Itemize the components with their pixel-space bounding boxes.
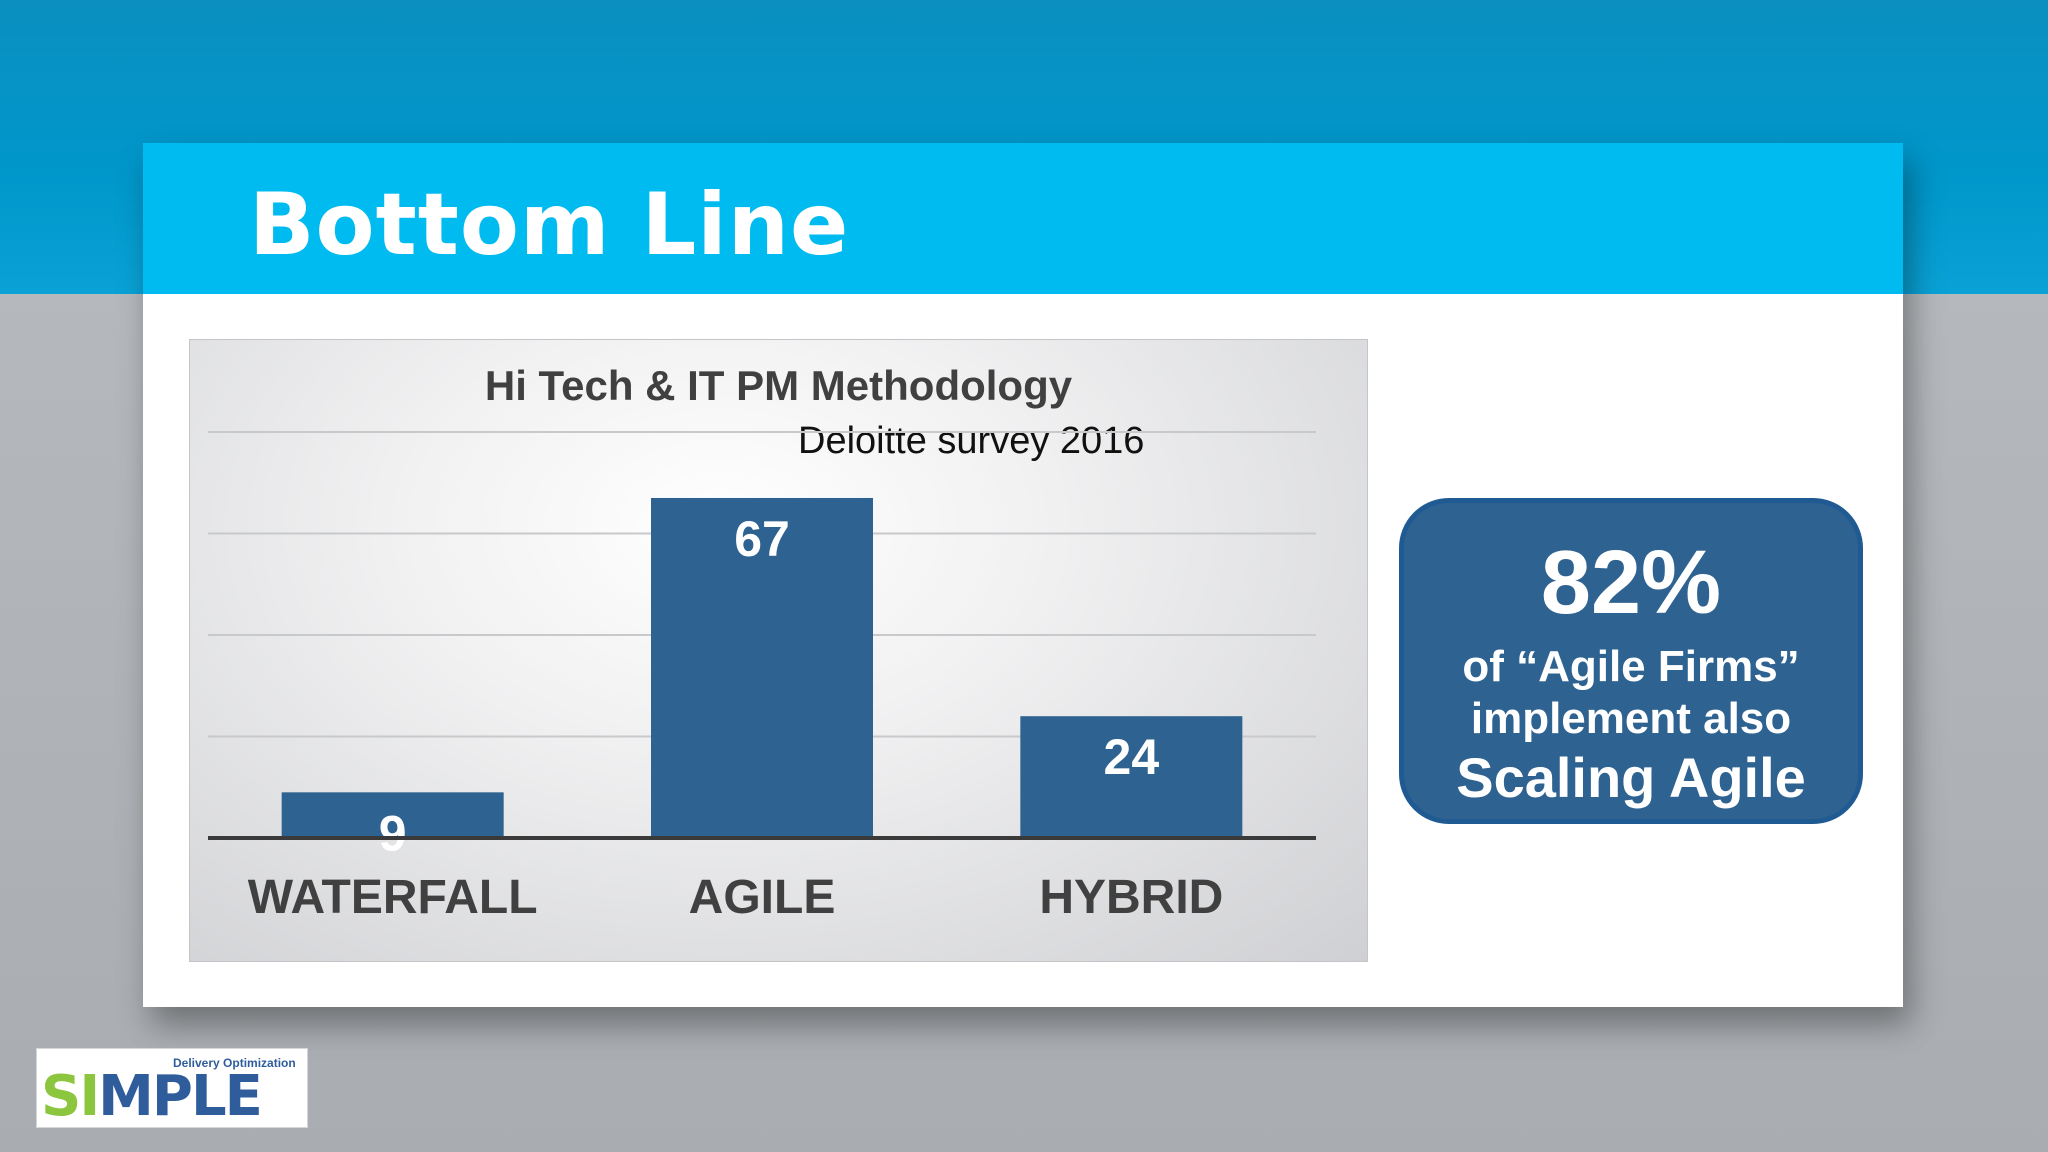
bar-data-label: 9 [379, 805, 407, 861]
slide-card: Bottom Line Hi Tech & IT PM Methodology … [143, 143, 1903, 1007]
category-tick-label: HYBRID [1039, 871, 1223, 924]
bar-data-label: 67 [734, 511, 790, 567]
callout-line-2: implement also [1470, 694, 1792, 743]
category-tick-label: WATERFALL [248, 871, 538, 924]
callout-line-3: Scaling Agile [1456, 746, 1806, 809]
chart-subtitle: Deloitte survey 2016 [798, 420, 1145, 462]
logo-word-prefix: SI [41, 1064, 100, 1129]
stat-callout: 82% of “Agile Firms” implement also Scal… [1399, 498, 1863, 824]
bar [281, 792, 504, 838]
logo-tagline: Delivery Optimization [173, 1056, 296, 1070]
logo-wordmark: SIMPLE [41, 1064, 263, 1129]
callout-line-1: of “Agile Firms” [1462, 642, 1800, 691]
bar-data-label: 24 [1104, 729, 1160, 785]
chart-plot: 9 WATERFALL 67 AGILE 24 HYBRID [208, 431, 1316, 924]
callout-value: 82% [1540, 533, 1722, 633]
logo-word-suffix: PLE [151, 1064, 263, 1129]
logo-word-accent: M [98, 1064, 154, 1129]
simple-logo: Delivery Optimization SIMPLE [36, 1048, 308, 1128]
title-bar: Bottom Line [143, 143, 1903, 294]
bar [651, 497, 873, 838]
category-tick-label: AGILE [689, 871, 836, 924]
chart-title: Hi Tech & IT PM Methodology [484, 362, 1073, 409]
slide-title: Bottom Line [249, 175, 850, 275]
bar [1020, 716, 1243, 838]
bar-chart: Hi Tech & IT PM Methodology Deloitte sur… [189, 339, 1368, 962]
